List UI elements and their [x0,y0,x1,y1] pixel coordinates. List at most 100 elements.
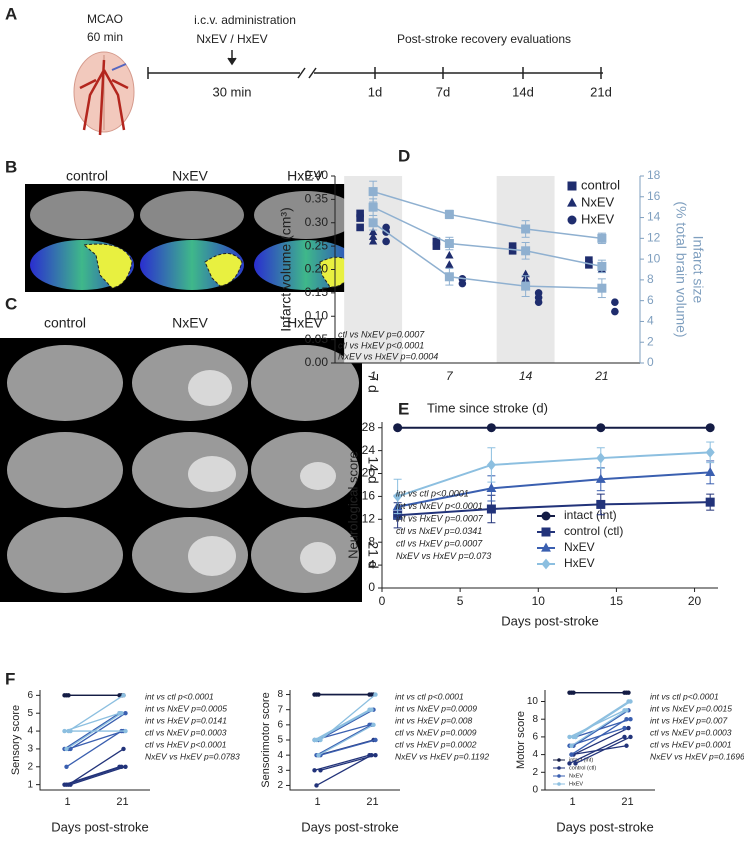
y-tick-label: 10 [647,251,661,265]
annotation: int vs ctl p<0.0001 [395,691,464,701]
annotation: int vs ctl p<0.0001 [145,691,214,701]
y-tick-label: 4 [27,726,33,737]
x-tick-label: 15 [610,594,624,608]
subject-line [66,766,122,786]
treatment: i.c.v. administration [194,13,296,27]
marker [368,218,378,228]
y-tick-label: 0.30 [305,215,329,229]
marker [368,202,378,212]
annotation: ctl vs HxEV p=0.0002 [395,739,477,749]
y-tick-label: 24 [362,443,376,457]
y-tick-label: 28 [362,420,376,434]
legend-label: HxEV [564,556,595,570]
marker [508,247,517,255]
annotation: ctl vs NxEV p=0.0007 [338,329,425,339]
series-line [397,451,711,498]
marker [444,209,454,219]
x-tick-label: 21 [594,369,608,383]
y-tick-label: 2 [647,334,654,348]
x-tick-label: 20 [688,594,702,608]
marker [312,768,317,773]
y-tick-label: 5 [27,708,33,719]
marker [573,761,578,766]
marker [369,707,374,712]
row-label: 21 d [365,541,381,568]
y-tick-label: 0 [368,580,375,594]
marker [567,734,572,740]
marker [624,708,629,713]
marker [611,307,619,316]
legend-label: intact (int) [564,508,617,522]
marker [445,260,454,268]
subject-line [318,724,374,756]
axis-label: Sensorimotor score [260,692,272,787]
annotation: int vs NxEV p<0.0001 [396,501,483,511]
marker [314,737,319,743]
timepoint-label: 1d [368,84,382,99]
y-tick-label: 0.35 [305,192,329,206]
row-label: 7 d [365,373,381,392]
marker [368,187,378,197]
annotation: int vs NxEV p=0.0009 [395,703,477,713]
marker [585,256,593,264]
marker [432,242,441,250]
y-tick-label: 6 [532,732,538,743]
annotation: ctl vs NxEV p=0.0003 [650,727,732,737]
timepoint-label: 30 min [212,84,251,99]
marker [567,215,577,225]
column-label: control [44,315,86,331]
marker [64,746,69,752]
marker [596,423,606,433]
timepoint-label: 21d [590,84,612,99]
x-axis-label: Days post-stroke [301,819,399,834]
annotation: ctl vs NxEV p=0.0341 [396,526,482,536]
surgery-time: 60 min [87,30,123,44]
column-label: HxEV [287,168,323,184]
marker [445,250,454,259]
annotation: ctl vs HxEV p<0.0001 [145,739,227,749]
y-tick-label: 8 [277,689,283,700]
x-axis-label: Time since stroke (d) [427,400,548,415]
marker [444,272,454,282]
marker [624,743,629,748]
marker [622,734,627,740]
legend-label: control (ctl) [569,765,596,771]
y-tick-label: 14 [647,210,661,224]
annotation: int vs NxEV p=0.0005 [145,703,227,713]
y-tick-label: 20 [362,466,376,480]
subject-line [320,739,376,756]
axes [544,690,655,791]
legend-label: NxEV [564,540,595,554]
marker [68,728,73,734]
marker [486,459,496,471]
y-tick-label: 8 [368,534,375,548]
x-tick-label: 5 [457,594,464,608]
y-tick-label: 2 [277,780,283,791]
y-tick-label: 8 [532,714,538,725]
brain-illustration [73,51,135,136]
y-tick-label: 0 [532,785,538,796]
annotation: int vs ctl p<0.0001 [650,691,719,701]
x-tick-label: 0 [379,594,386,608]
marker [628,717,633,722]
marker [68,746,73,752]
timepoint-label: 14d [512,84,534,99]
marker [382,223,390,232]
subject-line [571,709,627,747]
axes [289,690,400,791]
marker [121,746,126,752]
subject-line [575,700,631,738]
subject-line [314,709,370,741]
marker [541,558,551,570]
marker [557,766,561,770]
row-label: 14 d [365,456,381,483]
y-tick-label: 2 [532,767,538,778]
annotation: NxEV vs HxEV p=0.1192 [395,751,489,761]
annotation: NxEV vs HxEV p=0.1696 [650,751,744,761]
subject-line [318,709,374,741]
marker [557,774,561,778]
y-tick-label: 18 [647,168,661,182]
y-tick-label: 0.05 [305,332,329,346]
legend-label: HxEV [569,781,583,787]
